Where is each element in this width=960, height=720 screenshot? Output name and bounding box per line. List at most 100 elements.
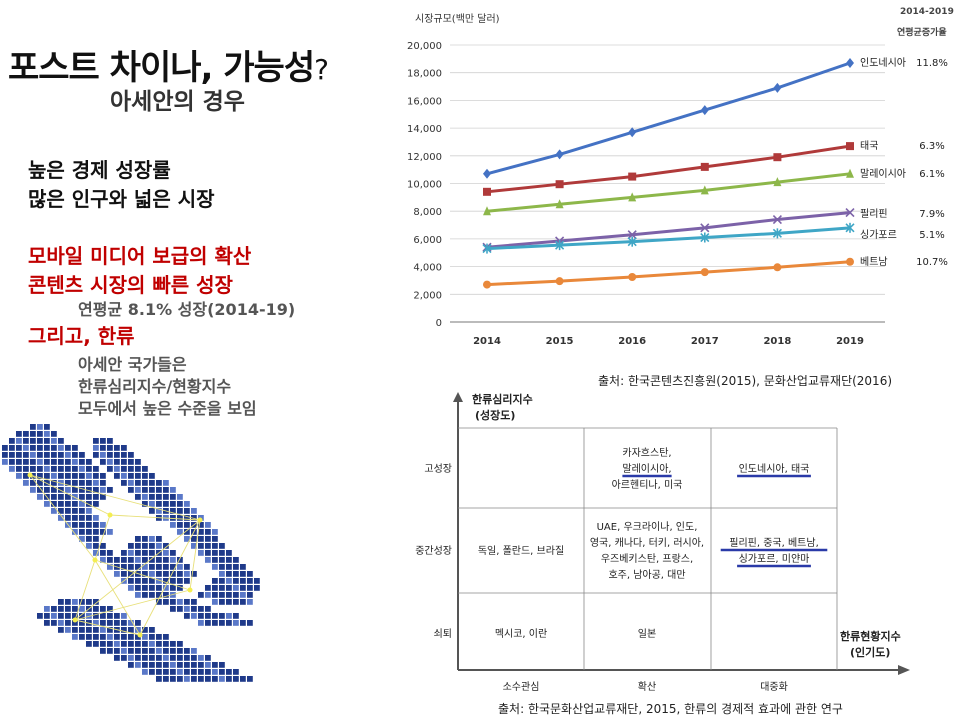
map-pixel xyxy=(156,536,162,542)
map-pixel xyxy=(93,466,99,472)
map-pixel xyxy=(58,501,64,507)
map-pixel xyxy=(142,501,148,507)
map-pixel xyxy=(121,613,127,619)
map-pixel xyxy=(149,564,155,570)
map-pixel xyxy=(37,431,43,437)
map-pixel xyxy=(170,606,176,612)
map-pixel xyxy=(114,459,120,465)
map-pixel xyxy=(93,634,99,640)
map-pixel xyxy=(226,676,232,682)
map-pixel xyxy=(135,655,141,661)
map-pixel xyxy=(72,634,78,640)
map-pixel xyxy=(100,445,106,451)
map-pixel xyxy=(170,550,176,556)
map-pixel xyxy=(107,445,113,451)
map-pixel xyxy=(170,585,176,591)
map-pixel xyxy=(135,634,141,640)
map-pixel xyxy=(142,480,148,486)
map-pixel xyxy=(121,452,127,458)
map-pixel xyxy=(135,662,141,668)
map-pixel xyxy=(16,452,22,458)
map-pixel xyxy=(58,620,64,626)
map-pixel xyxy=(79,613,85,619)
legend-rate: 10.7% xyxy=(916,257,948,268)
map-pixel xyxy=(86,480,92,486)
map-pixel xyxy=(100,480,106,486)
legend-name: 필리핀 xyxy=(860,208,888,220)
point-singapore xyxy=(772,228,782,239)
map-pixel xyxy=(58,473,64,479)
map-pixel xyxy=(44,613,50,619)
x-tick-label: 2018 xyxy=(763,336,791,347)
map-pixel xyxy=(247,676,253,682)
map-pixel xyxy=(240,564,246,570)
map-pixel xyxy=(37,473,43,479)
map-pixel xyxy=(30,480,36,486)
map-pixel xyxy=(23,459,29,465)
map-pixel xyxy=(16,431,22,437)
map-pixel xyxy=(51,431,57,437)
point-malaysia xyxy=(846,168,854,178)
map-pixel xyxy=(86,515,92,521)
map-pixel xyxy=(198,662,204,668)
point-malaysia xyxy=(628,192,637,202)
map-pixel xyxy=(212,613,218,619)
map-pixel xyxy=(247,585,253,591)
map-pixel xyxy=(79,529,85,535)
map-pixel xyxy=(205,662,211,668)
map-pixel xyxy=(170,564,176,570)
map-pixel xyxy=(219,599,225,605)
chart-xticks: 2014 2015 2016 2017 2018 2019 xyxy=(473,336,864,347)
map-pixel xyxy=(233,578,239,584)
map-pixel xyxy=(58,445,64,451)
point-thailand xyxy=(846,142,854,151)
map-pixel xyxy=(233,599,239,605)
map-pixel xyxy=(65,606,71,612)
series-line-malaysia xyxy=(486,172,851,213)
map-pixel xyxy=(121,550,127,556)
map-pixel xyxy=(37,438,43,444)
matrix-y-title-2: (성장도) xyxy=(475,408,515,422)
map-pixel xyxy=(86,508,92,514)
y-tick-label: 10,000 xyxy=(407,180,442,191)
map-pixel xyxy=(163,487,169,493)
map-pixel xyxy=(142,655,148,661)
map-pixel xyxy=(226,578,232,584)
map-pixel xyxy=(205,613,211,619)
map-pixel xyxy=(9,438,15,444)
map-pixel xyxy=(93,452,99,458)
legend-name: 말레이시아 xyxy=(860,168,906,180)
slide-title-question-mark: ? xyxy=(314,53,329,86)
map-pixel xyxy=(135,564,141,570)
y-tick-label: 14,000 xyxy=(407,124,442,135)
map-pixel xyxy=(198,522,204,528)
map-pixel xyxy=(142,536,148,542)
chart-grid xyxy=(450,44,885,323)
map-pixel xyxy=(128,648,134,654)
map-pixel xyxy=(177,557,183,563)
map-pixel xyxy=(156,564,162,570)
map-pixel xyxy=(128,480,134,486)
map-pixel xyxy=(212,564,218,570)
note-line-1: 아세안 국가들은 xyxy=(78,355,187,374)
map-pixel xyxy=(184,571,190,577)
map-pixel xyxy=(93,529,99,535)
map-pixel xyxy=(65,613,71,619)
map-pixel xyxy=(121,564,127,570)
map-pixel xyxy=(205,522,211,528)
map-pixel xyxy=(79,627,85,633)
map-pixel xyxy=(142,592,148,598)
map-pixel xyxy=(114,620,120,626)
map-pixel xyxy=(177,515,183,521)
map-pixel xyxy=(233,613,239,619)
map-pixel xyxy=(58,627,64,633)
map-pixel xyxy=(170,641,176,647)
matrix-y-arrow xyxy=(453,392,463,402)
point-hallyu: 그리고, 한류 xyxy=(28,324,135,348)
map-pixel xyxy=(79,494,85,500)
map-pixel xyxy=(226,669,232,675)
map-pixel xyxy=(184,501,190,507)
map-pixel xyxy=(163,550,169,556)
map-pixel xyxy=(128,662,134,668)
map-pixel xyxy=(100,641,106,647)
